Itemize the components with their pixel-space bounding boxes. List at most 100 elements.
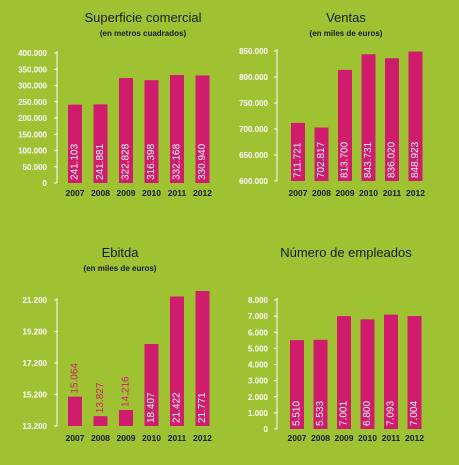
y-tick-label: 150.000 — [18, 130, 47, 139]
y-tick-label: 800.000 — [239, 73, 268, 82]
x-category-label: 2009 — [117, 188, 136, 198]
bar-value-label: 848.923 — [410, 141, 421, 178]
y-tick-label: 0 — [43, 179, 48, 188]
bar-2010 — [360, 319, 375, 429]
y-tick-label: 300.000 — [18, 82, 47, 91]
bar-value-label: 330.940 — [197, 143, 208, 180]
bar-value-label: 702.817 — [316, 141, 327, 178]
bar-2008 — [313, 339, 328, 429]
y-tick-label: 400.000 — [18, 49, 47, 58]
bar-2008 — [93, 416, 108, 426]
y-tick-label: 6.000 — [248, 328, 269, 337]
x-category-label: 2009 — [117, 433, 136, 443]
y-tick-label: 750.000 — [239, 99, 268, 108]
x-category-label: 2012 — [193, 188, 212, 198]
x-category-label: 2011 — [382, 433, 401, 443]
bar-2009 — [338, 69, 352, 181]
bar-value-label: 21.771 — [197, 392, 208, 423]
bar-value-label: 21.422 — [172, 392, 183, 423]
bar-value-label: 5.533 — [315, 401, 326, 426]
y-tick-label: 13.200 — [23, 422, 48, 431]
x-category-label: 2011 — [168, 433, 187, 443]
bar-value-label: 6.800 — [362, 401, 373, 426]
y-tick-label: 21.200 — [23, 296, 48, 305]
y-tick-label: 2.000 — [248, 393, 269, 402]
x-category-label: 2012 — [405, 433, 424, 443]
bar-value-label: 15.064 — [70, 363, 81, 394]
bar-2007 — [290, 340, 304, 429]
x-category-label: 2012 — [406, 188, 425, 198]
chart-subtitle: (en metros cuadrados) — [100, 29, 187, 38]
bar-2011 — [170, 296, 184, 426]
y-tick-label: 250.000 — [18, 98, 47, 107]
y-tick-label: 200.000 — [18, 114, 47, 123]
x-category-label: 2012 — [193, 433, 212, 443]
y-tick-label: 850.000 — [239, 47, 268, 56]
bar-value-label: 18.407 — [146, 392, 157, 423]
y-tick-label: 17.200 — [23, 359, 48, 368]
bar-value-label: 332.168 — [172, 143, 183, 180]
y-tick-label: 1.000 — [248, 409, 269, 418]
bar-value-label: 241.881 — [95, 143, 106, 180]
bar-2012 — [195, 75, 210, 183]
bar-value-label: 14.216 — [121, 376, 132, 407]
x-category-label: 2010 — [142, 188, 161, 198]
x-category-label: 2008 — [311, 433, 330, 443]
y-tick-label: 8.000 — [248, 296, 269, 305]
x-category-label: 2007 — [66, 188, 85, 198]
bar-value-label: 13.827 — [95, 382, 106, 413]
y-tick-label: 15.200 — [23, 391, 48, 400]
x-category-label: 2007 — [66, 433, 85, 443]
bar-2012 — [195, 291, 210, 426]
y-tick-label: 0 — [264, 425, 269, 434]
bar-value-label: 322.828 — [121, 143, 132, 180]
bar-value-label: 7.001 — [339, 401, 350, 426]
x-category-label: 2011 — [168, 188, 187, 198]
y-tick-label: 4.000 — [248, 361, 269, 370]
y-tick-label: 650.000 — [239, 151, 268, 160]
bar-2011 — [385, 58, 399, 181]
bar-value-label: 711.721 — [293, 142, 304, 178]
bar-value-label: 7.004 — [409, 401, 420, 426]
bar-2007 — [291, 122, 305, 181]
x-category-label: 2011 — [383, 188, 402, 198]
bar-2008 — [314, 127, 329, 181]
bar-2010 — [144, 80, 159, 183]
y-tick-label: 3.000 — [248, 377, 269, 386]
bar-2011 — [384, 314, 398, 429]
bar-value-label: 316.398 — [146, 143, 157, 180]
bar-2009 — [119, 409, 133, 426]
x-category-label: 2008 — [91, 188, 110, 198]
bar-value-label: 843.731 — [363, 141, 374, 178]
chart-title: Número de empleados — [280, 245, 412, 260]
x-category-label: 2007 — [289, 188, 308, 198]
bar-2010 — [361, 54, 376, 181]
bar-2011 — [170, 75, 184, 183]
bar-value-label: 813.700 — [340, 141, 351, 178]
bar-2009 — [119, 78, 133, 183]
bar-value-label: 7.093 — [386, 401, 397, 426]
chart-title: Superficie comercial — [84, 10, 201, 25]
bar-2009 — [337, 316, 351, 429]
x-category-label: 2010 — [142, 433, 161, 443]
y-tick-label: 5.000 — [248, 344, 269, 353]
y-tick-label: 19.200 — [23, 328, 48, 337]
x-category-label: 2008 — [91, 433, 110, 443]
x-category-label: 2010 — [358, 433, 377, 443]
y-tick-label: 700.000 — [239, 125, 268, 134]
x-category-label: 2008 — [312, 188, 331, 198]
y-tick-label: 7.000 — [248, 312, 269, 321]
x-category-label: 2009 — [335, 433, 354, 443]
x-category-label: 2007 — [288, 433, 307, 443]
bar-2012 — [408, 51, 423, 181]
chart-subtitle: (en miles de euros) — [84, 264, 157, 273]
bar-2007 — [68, 396, 82, 426]
y-tick-label: 100.000 — [18, 147, 47, 156]
bar-2008 — [93, 104, 108, 183]
x-category-label: 2009 — [336, 188, 355, 198]
